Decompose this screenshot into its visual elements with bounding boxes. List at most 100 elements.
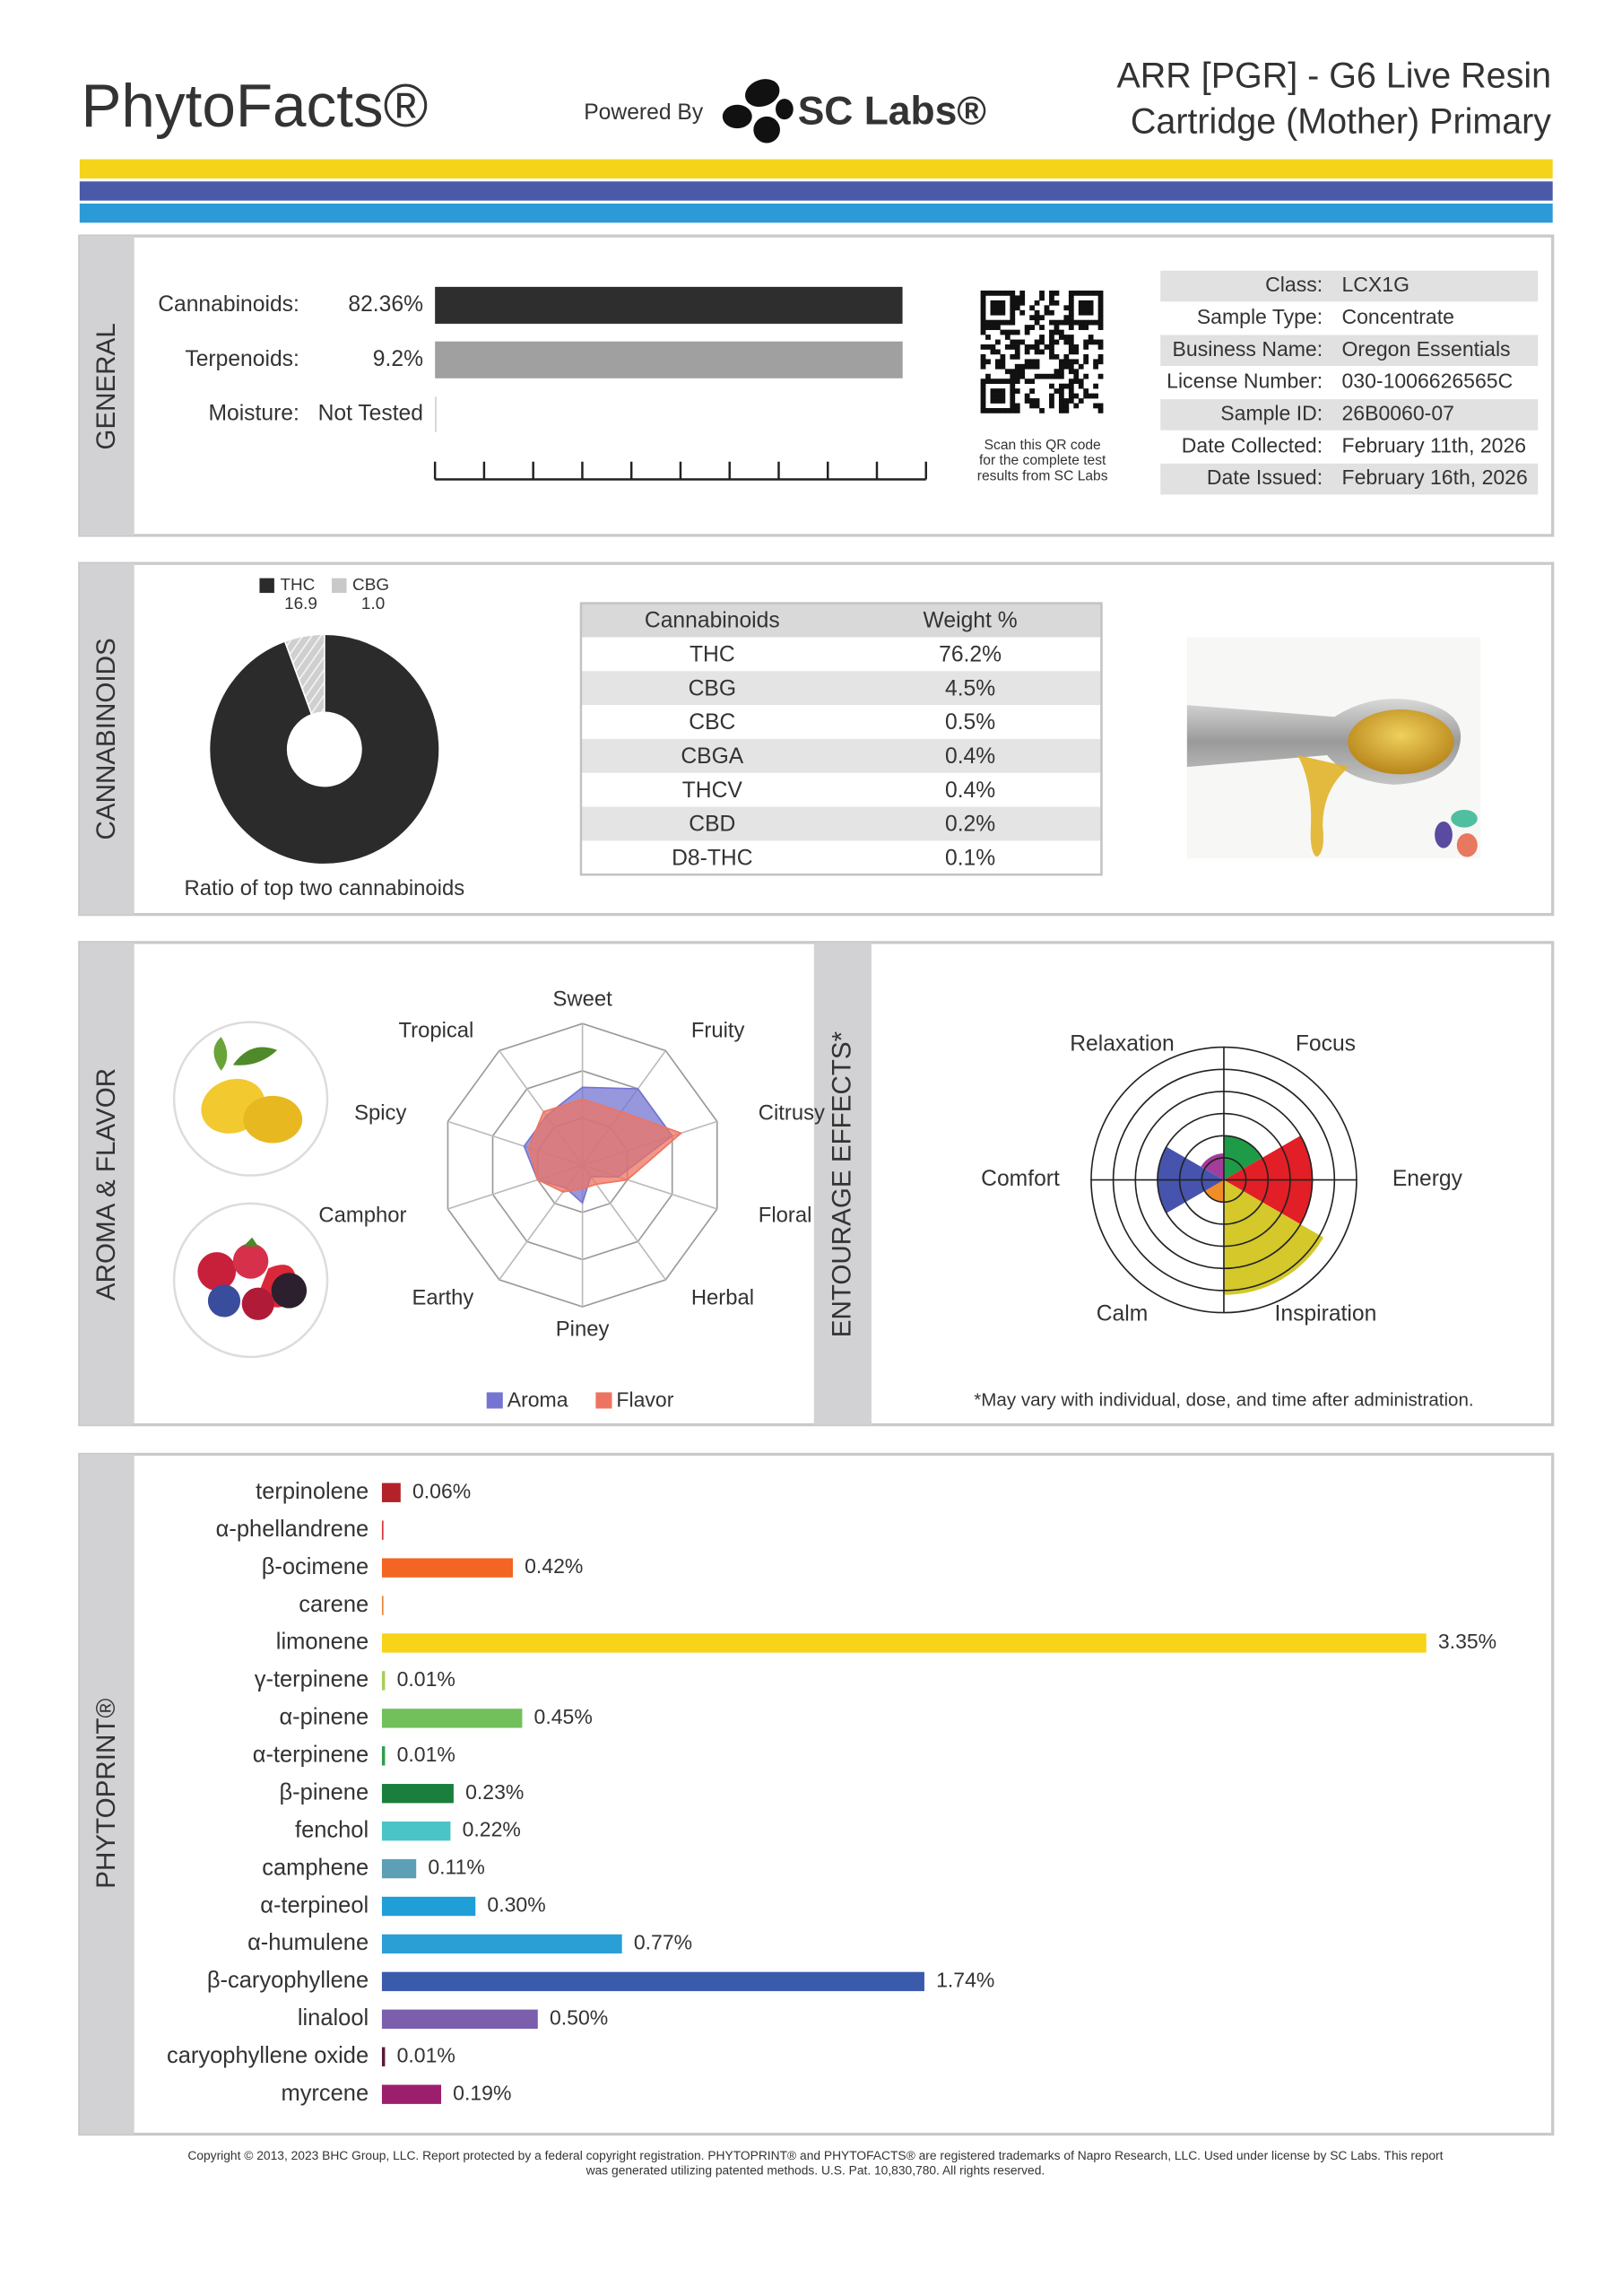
terpene-bar <box>381 2047 386 2066</box>
qr-module <box>1014 349 1020 355</box>
qr-module <box>1093 383 1098 389</box>
qr-module <box>1010 353 1016 360</box>
qr-module <box>1034 363 1040 370</box>
qr-module <box>1068 383 1074 389</box>
qr-module <box>1093 403 1098 409</box>
info-row-shade <box>1160 270 1539 302</box>
table-cell: CBGA <box>681 744 743 769</box>
qr-module <box>1063 335 1070 340</box>
qr-module <box>1049 295 1054 301</box>
info-value: LCX1G <box>1342 273 1409 296</box>
qr-module <box>1029 359 1036 365</box>
table-cell: THCV <box>682 778 743 803</box>
table-header: Cannabinoids <box>645 609 780 633</box>
qr-module <box>1019 373 1026 379</box>
qr-module <box>1024 359 1030 365</box>
qr-module <box>1000 319 1006 326</box>
qr-module <box>994 325 1001 330</box>
qr-module <box>1083 344 1089 350</box>
table-cell: 0.4% <box>945 778 995 803</box>
qr-module <box>980 359 986 365</box>
qr-module <box>1068 388 1074 394</box>
qr-module <box>1024 344 1030 350</box>
qr-module <box>1063 403 1070 409</box>
table-row-shade <box>580 671 1102 706</box>
qr-module <box>1063 408 1070 413</box>
qr-module <box>1054 353 1060 360</box>
qr-module <box>1068 369 1074 375</box>
qr-module <box>1073 359 1080 365</box>
qr-module <box>1083 305 1089 311</box>
terpene-label: α-pinene <box>279 1705 369 1730</box>
qr-module <box>1068 378 1074 385</box>
qr-module <box>1010 403 1016 409</box>
qr-module <box>1049 403 1054 409</box>
qr-module <box>1068 305 1074 311</box>
radar-axis-label: Spicy <box>354 1101 406 1126</box>
qr-module <box>1049 329 1054 335</box>
qr-module <box>1054 373 1060 379</box>
qr-module <box>1000 329 1006 335</box>
qr-module <box>1078 319 1084 326</box>
qr-module <box>985 373 991 379</box>
legend-value: 1.0 <box>361 595 385 613</box>
terpene-label: α-terpineol <box>260 1892 369 1918</box>
legend-swatch <box>259 578 274 594</box>
qr-module <box>990 388 996 394</box>
info-row-shade <box>1160 335 1539 367</box>
qr-module <box>1004 290 1010 296</box>
radar-axis-label: Tropical <box>398 1018 473 1042</box>
qr-module <box>1083 388 1089 394</box>
terpene-value: 0.01% <box>397 2043 455 2066</box>
qr-module <box>1004 319 1010 326</box>
qr-module <box>1058 369 1064 375</box>
qr-module <box>1097 353 1104 360</box>
qr-module <box>1014 300 1020 306</box>
report-title: ARR [PGR] - G6 Live Resin <box>1116 57 1551 96</box>
qr-module <box>1097 359 1104 365</box>
qr-module <box>1029 398 1036 404</box>
table-cell: THC <box>690 642 735 666</box>
qr-module <box>1044 373 1050 379</box>
radar-axis-label: Floral <box>759 1203 812 1227</box>
table-cell: 0.1% <box>945 846 995 870</box>
qr-module <box>1010 305 1016 311</box>
qr-module <box>985 325 991 330</box>
qr-module <box>1078 398 1084 404</box>
qr-module <box>1097 344 1104 350</box>
table-cell: 76.2% <box>939 642 1002 666</box>
polar-label: Focus <box>1296 1032 1356 1057</box>
section-strips <box>79 236 872 2135</box>
copyright: was generated utilizing patented methods… <box>585 2162 1045 2177</box>
qr-module <box>1068 325 1074 330</box>
qr-module <box>985 408 991 413</box>
qr-module <box>1034 349 1040 355</box>
qr-module <box>1097 300 1104 306</box>
qr-module <box>1097 309 1104 316</box>
qr-module <box>1034 398 1040 404</box>
terpene-bar <box>381 1746 386 1766</box>
brand: PhytoFacts® <box>81 73 428 140</box>
qr-module <box>1083 300 1089 306</box>
qr-module <box>1054 325 1060 330</box>
qr-module <box>1029 325 1036 330</box>
qr-module <box>1000 408 1006 413</box>
qr-module <box>980 309 986 316</box>
qr-module <box>980 329 986 335</box>
qr-module <box>1010 309 1016 316</box>
qr-module <box>980 300 986 306</box>
qr-module <box>1049 393 1054 399</box>
qr-module <box>994 349 1001 355</box>
qr-module <box>1034 403 1040 409</box>
table-cell: 0.2% <box>945 813 995 837</box>
qr-module <box>1068 335 1074 340</box>
qr-module <box>1068 393 1074 399</box>
qr-module <box>980 408 986 413</box>
qr-module <box>1039 295 1045 301</box>
qr-caption: for the complete test <box>979 453 1106 468</box>
table-cell: D8-THC <box>672 846 752 870</box>
terpene-bar <box>381 1784 454 1804</box>
terpene-label: linalool <box>298 2005 369 2031</box>
qr-module <box>1083 393 1089 399</box>
terpene-value: 3.35% <box>1438 1630 1496 1653</box>
